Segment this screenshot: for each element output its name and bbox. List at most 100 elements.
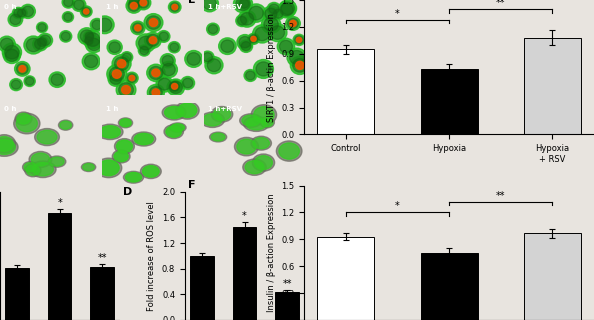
Circle shape: [26, 38, 40, 52]
Circle shape: [149, 19, 157, 27]
Circle shape: [172, 84, 178, 89]
Circle shape: [80, 6, 92, 17]
Circle shape: [5, 49, 18, 61]
Circle shape: [37, 22, 48, 33]
Circle shape: [162, 63, 175, 76]
Circle shape: [287, 48, 307, 67]
Circle shape: [187, 52, 200, 65]
Bar: [524, 233, 581, 320]
Circle shape: [239, 0, 249, 8]
Circle shape: [119, 83, 134, 97]
Circle shape: [207, 59, 221, 72]
Circle shape: [150, 86, 162, 99]
Circle shape: [62, 12, 74, 22]
Circle shape: [167, 79, 185, 96]
Circle shape: [2, 43, 21, 61]
Circle shape: [170, 43, 179, 52]
Circle shape: [152, 69, 160, 77]
Circle shape: [128, 0, 140, 11]
Circle shape: [261, 15, 281, 33]
Circle shape: [61, 32, 70, 41]
Ellipse shape: [30, 161, 56, 178]
Circle shape: [40, 35, 50, 45]
Circle shape: [296, 61, 304, 69]
Ellipse shape: [243, 159, 266, 175]
Circle shape: [185, 51, 203, 68]
Circle shape: [17, 9, 26, 17]
Circle shape: [219, 38, 236, 54]
Circle shape: [116, 80, 136, 99]
Ellipse shape: [116, 140, 132, 152]
Circle shape: [19, 66, 26, 72]
Circle shape: [181, 76, 195, 90]
Circle shape: [147, 64, 165, 82]
Ellipse shape: [252, 154, 274, 171]
Circle shape: [156, 76, 173, 92]
Circle shape: [10, 79, 23, 91]
Circle shape: [38, 23, 46, 31]
Text: *: *: [395, 201, 400, 212]
Circle shape: [51, 74, 64, 85]
Ellipse shape: [83, 164, 94, 171]
Circle shape: [122, 53, 131, 61]
Circle shape: [15, 61, 30, 76]
Circle shape: [238, 11, 256, 27]
Circle shape: [135, 25, 141, 31]
Circle shape: [149, 37, 157, 44]
Circle shape: [24, 76, 35, 86]
Circle shape: [160, 54, 175, 68]
Circle shape: [272, 8, 285, 20]
Ellipse shape: [245, 161, 264, 174]
Circle shape: [158, 78, 171, 90]
Ellipse shape: [97, 124, 123, 140]
Circle shape: [83, 36, 94, 46]
Circle shape: [249, 35, 258, 43]
Circle shape: [207, 23, 219, 35]
Circle shape: [34, 39, 46, 49]
Circle shape: [136, 34, 156, 52]
Circle shape: [246, 71, 255, 80]
Circle shape: [241, 12, 254, 25]
Ellipse shape: [242, 115, 260, 126]
Ellipse shape: [200, 112, 225, 127]
Ellipse shape: [244, 116, 269, 132]
Circle shape: [247, 4, 266, 22]
Circle shape: [115, 57, 129, 70]
Circle shape: [126, 0, 141, 13]
Text: *: *: [57, 198, 62, 208]
Circle shape: [279, 40, 292, 53]
Ellipse shape: [31, 153, 50, 166]
Circle shape: [33, 37, 48, 51]
Circle shape: [238, 0, 251, 10]
Circle shape: [287, 18, 298, 28]
Circle shape: [11, 80, 21, 89]
Ellipse shape: [178, 103, 197, 117]
Circle shape: [269, 4, 279, 14]
Circle shape: [10, 14, 21, 25]
Circle shape: [82, 53, 100, 70]
Ellipse shape: [0, 138, 18, 156]
Circle shape: [12, 7, 24, 19]
Ellipse shape: [125, 172, 141, 182]
Circle shape: [205, 57, 223, 74]
Circle shape: [24, 36, 43, 54]
Circle shape: [241, 42, 251, 51]
Circle shape: [107, 40, 122, 54]
Ellipse shape: [23, 162, 37, 173]
Circle shape: [248, 33, 260, 44]
Circle shape: [138, 0, 149, 8]
Ellipse shape: [114, 151, 128, 162]
Bar: [190, 256, 214, 320]
Circle shape: [108, 72, 123, 86]
Circle shape: [256, 62, 271, 76]
Circle shape: [126, 72, 138, 84]
Ellipse shape: [140, 164, 161, 179]
Circle shape: [237, 35, 253, 50]
Circle shape: [85, 37, 93, 45]
Ellipse shape: [26, 165, 39, 175]
Ellipse shape: [32, 163, 53, 176]
Ellipse shape: [0, 137, 13, 151]
Circle shape: [127, 74, 137, 83]
Circle shape: [144, 32, 162, 48]
Ellipse shape: [211, 107, 233, 122]
